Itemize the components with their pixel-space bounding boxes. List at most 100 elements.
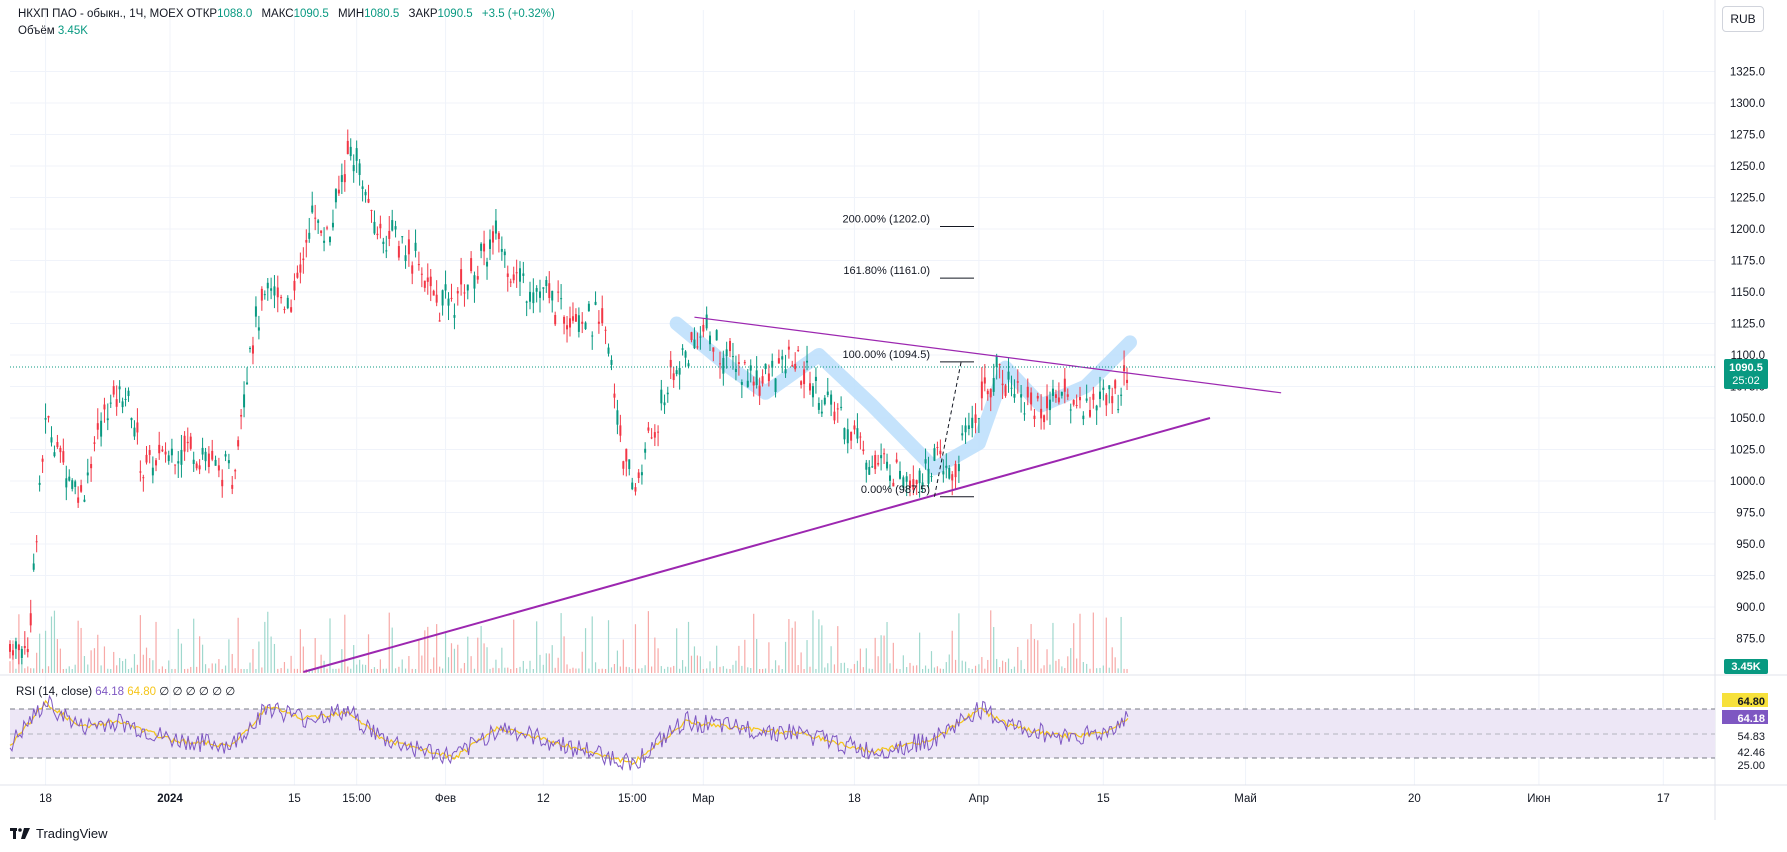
candle-body	[936, 446, 939, 448]
candle-body	[957, 464, 960, 472]
candle-body	[865, 462, 868, 470]
candle-body	[675, 370, 678, 375]
volume-bar	[1096, 668, 1098, 673]
volume-bar	[548, 653, 550, 673]
volume-bar	[492, 667, 494, 673]
candle-body	[112, 386, 115, 395]
time-tick-label: 15:00	[342, 793, 371, 805]
candle-body	[364, 191, 367, 196]
candle-body	[1030, 392, 1033, 405]
candle-body	[214, 459, 217, 466]
candle-body	[817, 403, 820, 410]
volume-bar	[65, 668, 67, 673]
volume-bar	[732, 664, 734, 673]
volume-bar	[414, 668, 417, 673]
candle-body	[240, 414, 243, 417]
volume-bar	[764, 668, 767, 673]
candle-body	[438, 320, 441, 322]
candle-body	[234, 470, 237, 472]
candle-body	[186, 441, 189, 444]
volume-bar	[892, 642, 894, 673]
tradingview-brand[interactable]: TradingView	[10, 826, 108, 841]
volume-bar	[853, 664, 856, 673]
candle-body	[604, 329, 607, 331]
volume-bar	[193, 618, 195, 673]
candle-body	[820, 411, 823, 414]
candle-body	[983, 377, 986, 384]
volume-bar	[818, 619, 820, 673]
volume-bar	[651, 666, 653, 673]
volume-bar	[168, 660, 170, 673]
rsi-label[interactable]: RSI (14, close)	[16, 686, 93, 698]
candle-body	[806, 360, 809, 363]
currency-button[interactable]: RUB	[1722, 6, 1764, 32]
volume-bar	[803, 669, 805, 673]
volume-bar	[199, 636, 201, 673]
volume-bar	[24, 668, 26, 673]
volume-bar	[622, 639, 624, 673]
time-tick-label: 20	[1408, 793, 1421, 805]
candle-body	[607, 347, 610, 354]
volume-bar	[103, 646, 106, 673]
candle-body	[830, 394, 833, 405]
volume-bar	[177, 628, 179, 673]
volume-bar	[554, 667, 556, 673]
volume-bar	[267, 611, 269, 673]
volume-bar	[974, 665, 977, 673]
candle-body	[836, 408, 839, 410]
candle-body	[1105, 394, 1108, 406]
candle-body	[17, 644, 20, 651]
candle-body	[1092, 393, 1095, 400]
tradingview-logo-icon	[10, 827, 30, 839]
candle-body	[346, 140, 349, 155]
candle-body	[784, 369, 787, 374]
price-tick-label: 1175.0	[1731, 256, 1765, 268]
fib-level-label: 100.00% (1094.5)	[843, 349, 930, 361]
volume-bar	[522, 660, 524, 673]
volume-bar	[607, 620, 610, 673]
volume-bar	[80, 627, 82, 673]
candle-body	[594, 301, 597, 305]
symbol-name[interactable]: НКХП ПАО - обыкн., 1Ч, MOEX	[18, 8, 184, 20]
candle-body	[634, 487, 637, 492]
candle-body	[463, 292, 466, 294]
time-tick-label: 15	[1097, 793, 1110, 805]
candle-body	[130, 417, 133, 421]
volume-bar	[391, 627, 393, 673]
candle-body	[355, 148, 358, 161]
candle-body	[20, 648, 23, 658]
candle-body	[489, 239, 491, 249]
volume-bar	[1004, 662, 1007, 673]
volume-bar	[376, 668, 379, 673]
candle-body	[781, 356, 784, 360]
volume-bar	[113, 651, 115, 673]
volume-bar	[924, 665, 927, 673]
candle-body	[100, 420, 103, 437]
volume-bar	[601, 668, 603, 673]
volume-bar	[670, 667, 672, 673]
candle-body	[142, 477, 145, 479]
candle-body	[503, 251, 506, 256]
candle-body	[331, 222, 334, 228]
volume-bar	[373, 667, 376, 673]
candle-body	[133, 427, 136, 437]
volume-bar	[221, 668, 223, 673]
volume-bar	[21, 659, 23, 673]
volume-bar	[110, 668, 112, 673]
time-tick-label: 18	[39, 793, 52, 805]
volume-bar	[999, 667, 1001, 673]
candle-body	[314, 217, 317, 219]
candle-body	[833, 411, 836, 421]
candle-body	[44, 418, 47, 420]
candle-body	[299, 264, 302, 273]
price-tick-label: 1025.0	[1730, 445, 1765, 457]
volume-bar	[231, 653, 233, 673]
volume-bar	[164, 668, 167, 673]
candle-body	[254, 306, 257, 317]
price-tick-label: 875.0	[1736, 634, 1765, 646]
volume-bar	[296, 668, 299, 673]
candle-body	[35, 541, 38, 543]
candle-body	[532, 292, 535, 304]
volume-bar	[1010, 668, 1013, 673]
